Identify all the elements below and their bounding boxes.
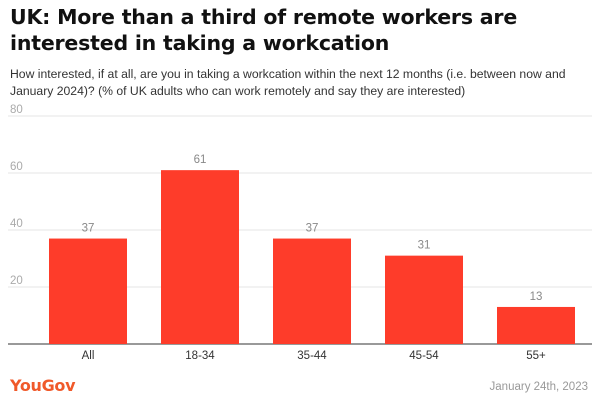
y-tick-label: 40 [10,218,23,230]
bar [161,170,239,344]
y-tick-label: 20 [10,275,23,287]
x-tick-label: 45-54 [409,350,439,362]
bar [273,238,351,344]
x-tick-label: 55+ [526,350,546,362]
data-label: 13 [530,291,543,303]
x-tick-label: 35-44 [297,350,327,362]
x-tick-label: 18-34 [185,350,215,362]
x-tick-label: All [82,350,95,362]
data-label: 61 [194,154,207,166]
chart-title: UK: More than a third of remote workers … [10,5,518,55]
y-tick-label: 80 [10,104,23,116]
bar [49,238,127,344]
data-label: 37 [82,223,95,235]
chart-subtitle: How interested, if at all, are you in ta… [10,67,566,98]
y-tick-label: 60 [10,161,23,173]
bar [497,306,575,344]
data-label: 37 [306,223,319,235]
yougov-logo: YouGov [10,376,76,395]
publish-date: January 24th, 2023 [489,381,588,393]
bar [385,255,463,344]
data-label: 31 [418,240,431,252]
